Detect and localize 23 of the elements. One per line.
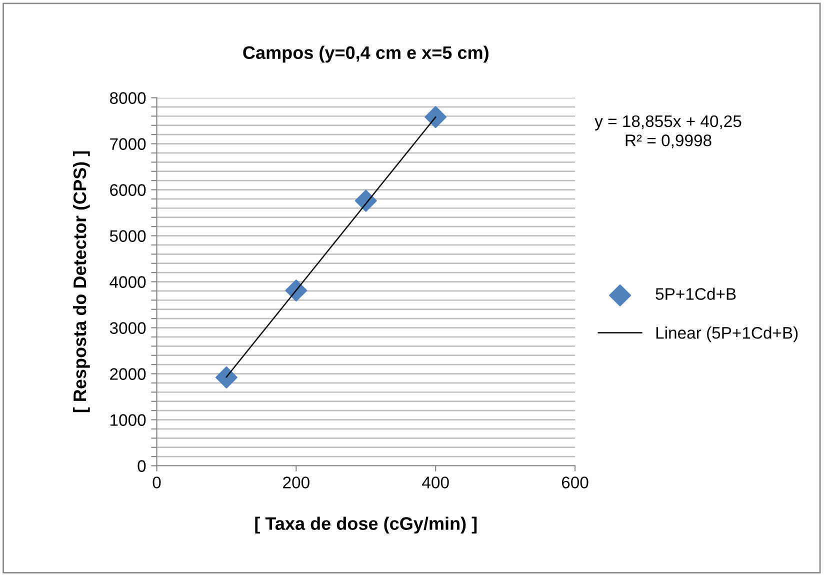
- text: y = 18,855x + 40,25 R² = 0,9998: [594, 115, 742, 148]
- y-tick-label: 8000: [110, 92, 146, 104]
- point: [215, 366, 238, 388]
- point: [285, 279, 308, 302]
- y-tick-label: 6000: [110, 184, 146, 196]
- y-tick-label: 4000: [110, 276, 146, 288]
- point: [424, 106, 447, 128]
- y-tick-label: 7000: [110, 138, 146, 150]
- x-tick-label: 600: [562, 476, 588, 488]
- y-tick-label: 0: [138, 460, 146, 472]
- x-tick-label: 0: [152, 476, 161, 488]
- x-axis-title: [ Taxa de dose (cGy/min) ]: [255, 516, 477, 534]
- y-tick-label: 5000: [110, 230, 146, 242]
- legend-label: 5P+1Cd+B: [656, 288, 736, 300]
- y-tick-label: 2000: [110, 368, 146, 380]
- x-tick-label: 200: [283, 476, 310, 488]
- y-tick-label: 1000: [110, 414, 146, 426]
- legend-label: Linear (5P+1Cd+B): [656, 326, 798, 342]
- point: [354, 190, 377, 212]
- y-tick-label: 3000: [110, 322, 146, 334]
- chart-title: Campos (y=0,4 cm e x=5 cm): [243, 46, 488, 63]
- y-axis-title: [ Resposta do Detector (CPS) ]: [72, 151, 90, 412]
- x-tick-label: 400: [422, 476, 449, 488]
